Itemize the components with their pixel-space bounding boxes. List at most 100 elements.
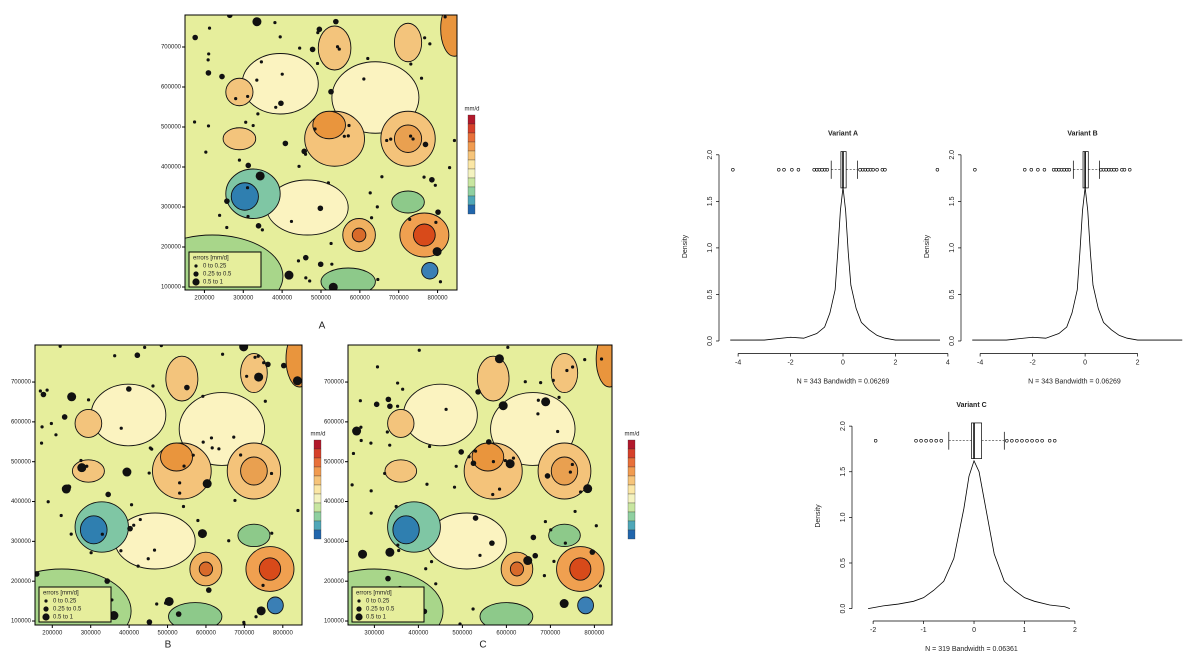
y-tick-label: 700000 xyxy=(11,380,32,386)
colorbar-cell xyxy=(314,503,321,512)
chart-title: Variant C xyxy=(956,402,986,409)
outlier xyxy=(1026,439,1029,442)
outlier xyxy=(783,168,786,171)
legend-symbol xyxy=(43,606,48,611)
station xyxy=(135,352,141,358)
outlier xyxy=(1005,439,1008,442)
station xyxy=(303,255,309,261)
station xyxy=(425,483,428,486)
station xyxy=(101,533,104,536)
x-tick-label: 800000 xyxy=(428,296,449,302)
station xyxy=(284,271,293,280)
station xyxy=(261,228,264,231)
station xyxy=(583,484,592,493)
station xyxy=(54,433,57,436)
y-tick-label: 100000 xyxy=(161,285,182,291)
station xyxy=(408,218,411,221)
station xyxy=(579,490,582,493)
contour-zone xyxy=(241,457,268,485)
x-tick-label: 1 xyxy=(1023,627,1027,634)
colorbar-cell xyxy=(468,133,475,142)
y-tick-label: 0.0 xyxy=(949,336,956,346)
station xyxy=(149,446,152,449)
station xyxy=(257,355,260,358)
contour-zone xyxy=(160,443,192,471)
station xyxy=(67,392,76,401)
y-tick-label: 0.0 xyxy=(840,604,847,614)
outlier xyxy=(1036,168,1039,171)
contour-zone xyxy=(321,268,375,296)
station xyxy=(434,221,437,224)
colorbar-cell xyxy=(314,467,321,476)
x-tick-label: 0 xyxy=(1083,359,1087,366)
x-tick-label: 0 xyxy=(972,627,976,634)
y-tick-label: 0.5 xyxy=(949,289,956,299)
y-tick-label: 1.5 xyxy=(949,196,956,206)
station xyxy=(523,556,532,565)
x-tick-label: -2 xyxy=(1030,359,1036,366)
legend-label: 0 to 0.25 xyxy=(366,599,390,605)
figure: 2000003000004000005000006000007000008000… xyxy=(0,0,1202,651)
station xyxy=(420,77,423,80)
station xyxy=(370,512,373,515)
x-tick-label: 400000 xyxy=(272,296,293,302)
contour-zone xyxy=(385,460,417,482)
contour-zone xyxy=(388,409,414,437)
station xyxy=(492,460,495,463)
outlier xyxy=(925,439,928,442)
station xyxy=(210,436,213,439)
station xyxy=(41,392,47,398)
x-tick-label: 200000 xyxy=(42,631,63,637)
contour-zone xyxy=(477,356,509,401)
contour-zone xyxy=(91,384,166,446)
legend-symbol xyxy=(42,613,49,620)
station xyxy=(234,97,237,100)
x-tick-label: 2 xyxy=(893,359,897,366)
y-tick-label: 400000 xyxy=(161,165,182,171)
station xyxy=(176,611,182,617)
x-axis-title: N = 319 Bandwidth = 0.06361 xyxy=(925,646,1018,651)
y-axis-title: Density xyxy=(815,504,822,528)
contour-zone xyxy=(570,558,591,580)
station xyxy=(552,379,555,382)
x-tick-label: 600000 xyxy=(350,296,371,302)
station xyxy=(369,442,372,445)
x-tick-label: 0 xyxy=(841,359,845,366)
y-tick-label: 100000 xyxy=(11,619,32,625)
colorbar-cell xyxy=(314,476,321,485)
colorbar-cell xyxy=(314,440,321,449)
chart-title: Variant A xyxy=(828,130,858,137)
station xyxy=(383,472,386,475)
station xyxy=(552,560,555,563)
station xyxy=(40,442,43,445)
station xyxy=(77,463,86,472)
station xyxy=(423,142,429,148)
station xyxy=(246,186,249,189)
x-tick-label: 700000 xyxy=(234,631,255,637)
x-tick-label: 200000 xyxy=(194,296,215,302)
legend-label: 0.25 to 0.5 xyxy=(366,607,395,613)
colorbar-cell xyxy=(628,467,635,476)
colorbar-cell xyxy=(468,142,475,151)
station xyxy=(486,439,492,445)
contour-zone xyxy=(393,516,419,544)
y-tick-label: 1.5 xyxy=(840,467,847,477)
station xyxy=(254,373,263,382)
legend-label: 0.5 to 1 xyxy=(203,280,224,286)
station xyxy=(256,171,265,180)
station xyxy=(264,400,267,403)
station xyxy=(153,549,156,552)
outlier xyxy=(797,168,800,171)
station xyxy=(474,449,477,452)
density-curve xyxy=(730,187,940,340)
y-tick-label: 100000 xyxy=(324,619,345,625)
contour-zone xyxy=(238,524,270,546)
station xyxy=(218,214,221,217)
contour-zone xyxy=(241,353,268,392)
x-tick-label: -4 xyxy=(977,359,983,366)
outlier xyxy=(930,439,933,442)
station xyxy=(549,528,552,531)
station xyxy=(374,402,380,408)
outlier xyxy=(1128,168,1131,171)
outlier xyxy=(790,168,793,171)
